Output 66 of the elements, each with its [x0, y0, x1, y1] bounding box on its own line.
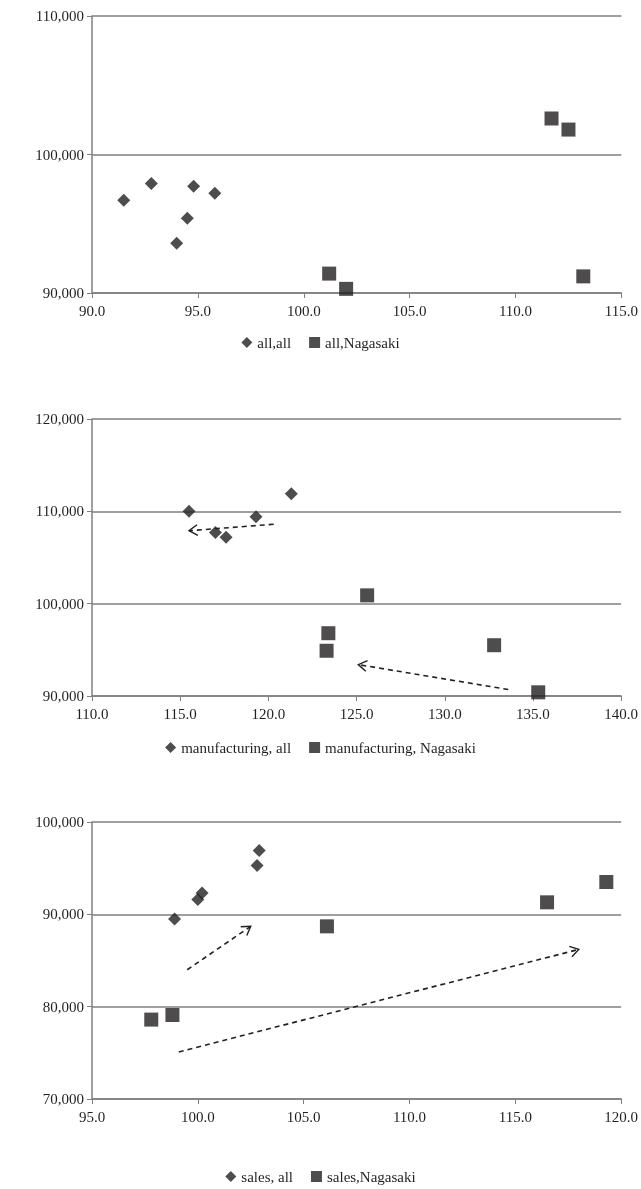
legend-label: manufacturing, Nagasaki [325, 739, 476, 756]
legend-label: all,Nagasaki [325, 334, 400, 351]
x-tick-label: 110.0 [498, 302, 533, 319]
x-tick-label: 125.0 [339, 705, 374, 722]
point [249, 510, 263, 524]
x-tick-label: 120.0 [251, 705, 286, 722]
x-tick-label: 130.0 [427, 705, 462, 722]
point [182, 504, 196, 518]
point [561, 122, 576, 137]
y-tick-label: 120,000 [35, 411, 84, 427]
point [321, 626, 336, 641]
legend-label: manufacturing, all [181, 739, 292, 756]
x-tick-label: 90.0 [78, 302, 106, 319]
point [117, 193, 131, 207]
point [170, 236, 184, 250]
y-tick-label: 110,000 [35, 503, 84, 520]
point [219, 530, 233, 544]
point [187, 179, 201, 193]
y-tick-label: 110,000 [35, 8, 84, 24]
point [144, 177, 158, 191]
x-tick-label: 100.0 [180, 1108, 215, 1125]
legend-label: sales, all [241, 1168, 293, 1185]
point [250, 858, 264, 872]
point [208, 186, 222, 200]
legend-label: sales,Nagasaki [326, 1168, 416, 1185]
y-tick-label: 90,000 [42, 906, 84, 923]
point [165, 1007, 180, 1022]
x-tick-label: 140.0 [604, 705, 638, 722]
point [319, 919, 334, 934]
x-tick-label: 95.0 [78, 1108, 106, 1125]
point [576, 269, 591, 284]
point [144, 1012, 159, 1027]
y-tick-label: 100,000 [35, 146, 84, 163]
x-tick-label: 110.0 [392, 1108, 427, 1125]
x-tick-label: 115.0 [498, 1108, 532, 1125]
y-tick-label: 90,000 [42, 285, 84, 301]
x-tick-label: 120.0 [604, 1108, 638, 1125]
y-tick-label: 90,000 [42, 688, 84, 704]
point [544, 111, 559, 126]
point [284, 487, 298, 501]
y-tick-label: 100,000 [35, 814, 84, 830]
y-tick-label: 80,000 [42, 998, 84, 1015]
y-tick-label: 100,000 [35, 595, 84, 612]
point [487, 638, 502, 653]
point [540, 895, 555, 910]
point [252, 844, 266, 858]
point [599, 875, 614, 890]
x-tick-label: 105.0 [286, 1108, 321, 1125]
point [531, 685, 546, 700]
point [180, 211, 194, 225]
x-tick-label: 135.0 [516, 705, 550, 722]
point [322, 266, 337, 281]
legend-label: all,all [257, 334, 292, 351]
point [208, 526, 222, 540]
y-tick-label: 70,000 [42, 1091, 84, 1107]
point [319, 643, 334, 658]
x-tick-label: 105.0 [392, 302, 427, 319]
point [168, 912, 182, 926]
x-tick-label: 100.0 [286, 302, 321, 319]
x-tick-label: 115.0 [163, 705, 197, 722]
point [360, 588, 375, 603]
point [195, 886, 209, 900]
point [339, 281, 354, 296]
x-tick-label: 110.0 [75, 705, 109, 722]
x-tick-label: 115.0 [604, 302, 638, 319]
x-tick-label: 95.0 [184, 302, 212, 319]
